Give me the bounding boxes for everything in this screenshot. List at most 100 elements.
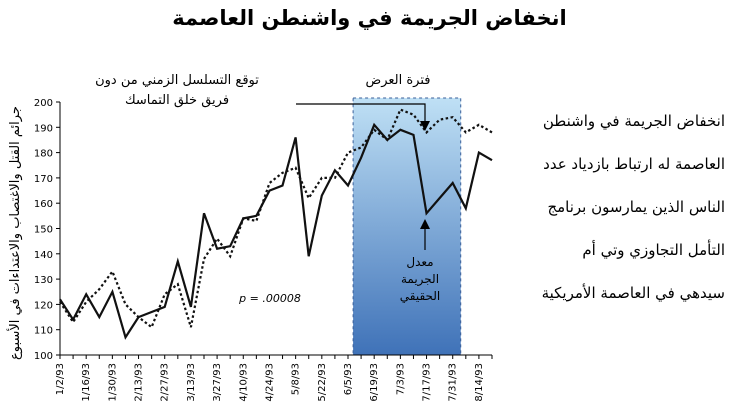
actual-point (307, 255, 310, 258)
x-tick-label: 4/24/93 (264, 363, 275, 402)
actual-point (360, 156, 363, 159)
actual-point (438, 197, 441, 200)
x-tick-label: 5/22/93 (317, 363, 328, 402)
actual-point (72, 318, 75, 321)
x-tick-label: 7/17/93 (422, 363, 433, 402)
p-value-label: p = .00008 (238, 292, 301, 305)
predicted-point (294, 166, 297, 169)
x-tick-label: 4/10/93 (238, 363, 249, 402)
actual-point (124, 336, 127, 339)
actual-point (176, 260, 179, 263)
actual-annotation-line-3: الحقيقي (400, 289, 441, 303)
y-tick-label: 130 (34, 275, 53, 286)
actual-point (268, 189, 271, 192)
predicted-point (229, 255, 232, 258)
actual-point (412, 133, 415, 136)
x-tick-label: 3/13/93 (186, 363, 197, 402)
actual-point (98, 316, 101, 319)
actual-point (190, 306, 193, 309)
y-tick-label: 120 (34, 300, 53, 311)
actual-point (229, 245, 232, 248)
predicted-point (124, 303, 127, 306)
predicted-point (399, 108, 402, 111)
predicted-point (268, 182, 271, 185)
demonstration-period-area (352, 97, 462, 356)
predicted-arrow-head (420, 121, 430, 131)
actual-series-line (59, 122, 493, 340)
predicted-annotation-arrow (296, 103, 426, 124)
side-text-line: انخفاض الجريمة في واشنطن (542, 112, 725, 130)
x-tick-label: 5/8/93 (291, 363, 302, 395)
predicted-point (150, 326, 153, 329)
predicted-point (412, 113, 415, 116)
predicted-point (203, 257, 206, 260)
predicted-point (491, 131, 494, 134)
y-tick-label: 190 (34, 123, 53, 134)
predicted-point (373, 128, 376, 131)
actual-point (59, 298, 62, 301)
predicted-point (85, 300, 88, 303)
side-text-line: العاصمة له ارتباط بازدياد عدد (543, 155, 725, 173)
actual-point (216, 247, 219, 250)
actual-point (373, 123, 376, 126)
y-tick-label: 150 (34, 225, 53, 236)
predicted-point (163, 293, 166, 296)
predicted-point (98, 288, 101, 291)
predicted-point (360, 146, 363, 149)
actual-point (491, 159, 494, 162)
side-text-line: سيدهي في العاصمة الأمريكية (541, 284, 725, 302)
side-text-line: التأمل التجاوزي وتي أم (582, 241, 725, 259)
actual-point (451, 182, 454, 185)
predicted-point (307, 197, 310, 200)
x-tick-label: 6/19/93 (369, 363, 380, 402)
x-tick-label: 3/27/93 (212, 363, 223, 402)
actual-point (85, 293, 88, 296)
y-tick-label: 110 (34, 326, 53, 337)
actual-point (464, 207, 467, 210)
page-title: انخفاض الجريمة في واشنطن العاصمة (172, 6, 567, 30)
predicted-point (386, 139, 389, 142)
predicted-point (242, 217, 245, 220)
predicted-point (111, 270, 114, 273)
predicted-point (320, 177, 323, 180)
actual-point (111, 290, 114, 293)
actual-point (399, 128, 402, 131)
x-tick-label: 8/14/93 (474, 363, 485, 402)
y-tick-label: 160 (34, 199, 53, 210)
y-tick-label: 200 (34, 98, 53, 109)
actual-annotation-line-1: معدل (406, 255, 433, 269)
predicted-point (281, 171, 284, 174)
y-tick-label: 170 (34, 174, 53, 185)
side-text: انخفاض الجريمة في واشنطن العاصمة له ارتب… (495, 100, 725, 315)
x-tick-label: 2/13/93 (134, 363, 145, 402)
x-tick-label: 1/2/93 (55, 363, 66, 395)
actual-point (203, 212, 206, 215)
y-tick-label: 100 (34, 351, 53, 362)
x-tick-label: 6/5/93 (343, 363, 354, 395)
predicted-point (438, 118, 441, 121)
side-text-line: الناس الذين يمارسون برنامج (547, 198, 725, 216)
predicted-point (137, 316, 140, 319)
actual-point (281, 184, 284, 187)
predicted-point (255, 220, 258, 223)
actual-arrow-head (420, 219, 430, 229)
predicted-point (425, 131, 428, 134)
y-axis-label: جرائم القتل والاغتصاب والاعتداءات في الأ… (6, 106, 23, 360)
x-tick-label: 1/30/93 (107, 363, 118, 402)
x-tick-label: 7/3/93 (395, 363, 406, 395)
actual-annotation-line-2: الجريمة (401, 272, 439, 287)
predicted-point (176, 283, 179, 286)
predicted-point (478, 123, 481, 126)
x-tick-label: 1/16/93 (81, 363, 92, 402)
actual-point (255, 214, 258, 217)
predicted-point (451, 116, 454, 119)
actual-point (425, 212, 428, 215)
predicted-point (59, 300, 62, 303)
predicted-point (72, 321, 75, 324)
actual-point (334, 169, 337, 172)
demonstration-period-label: فترة العرض (366, 73, 431, 88)
actual-point (478, 151, 481, 154)
predicted-point (216, 237, 219, 240)
actual-point (320, 194, 323, 197)
